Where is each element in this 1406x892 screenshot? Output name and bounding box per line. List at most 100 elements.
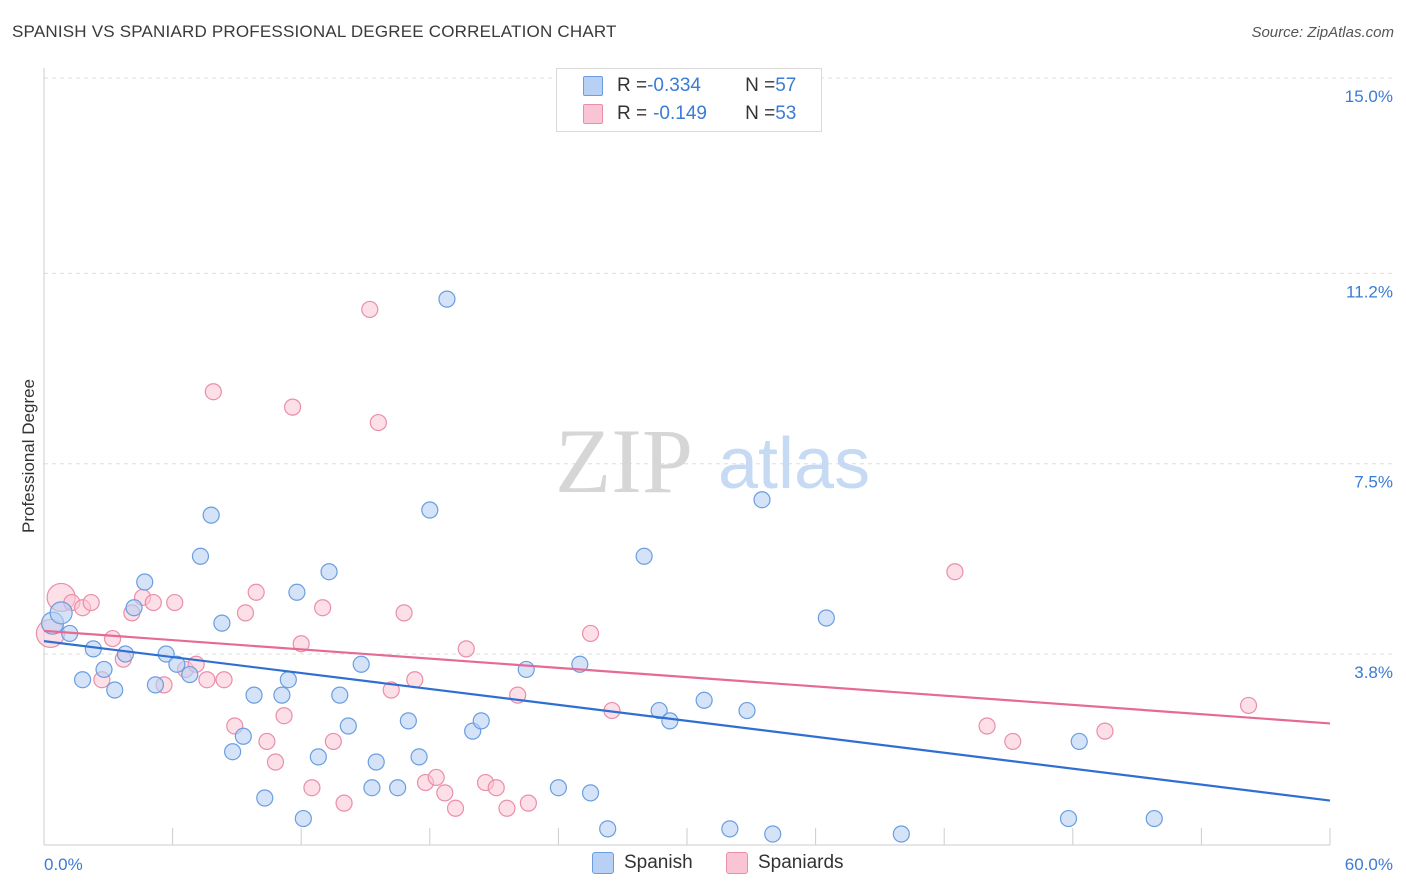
- axes: [43, 68, 1331, 846]
- point-spanish: [191, 547, 210, 565]
- point-spanish: [892, 825, 910, 843]
- point-spanish: [817, 609, 835, 627]
- point-spanish: [168, 655, 186, 673]
- point-spanish: [363, 779, 381, 797]
- point-spanish: [721, 820, 739, 838]
- stats-legend: R = -0.334 N = 57 R = -0.149 N = 53: [556, 68, 822, 132]
- point-spaniards: [314, 599, 332, 617]
- point-spanish: [695, 691, 713, 709]
- legend-swatch-spanish: [592, 852, 614, 874]
- point-spaniards: [427, 768, 445, 787]
- point-spaniards: [1239, 696, 1258, 715]
- point-spanish: [549, 779, 568, 797]
- point-spanish: [294, 809, 312, 828]
- trend-lines: [43, 629, 1331, 802]
- point-spanish: [635, 547, 653, 565]
- point-spanish: [421, 501, 439, 519]
- point-spanish: [213, 614, 231, 632]
- point-spanish: [1070, 732, 1088, 751]
- point-spanish: [288, 583, 306, 601]
- point-spanish: [331, 686, 349, 704]
- point-spaniards: [369, 413, 387, 432]
- point-spaniards: [204, 383, 222, 401]
- r-label: R =: [617, 75, 648, 96]
- n-label: N =: [745, 103, 776, 124]
- point-spaniards: [292, 635, 310, 653]
- point-spaniards: [457, 640, 475, 658]
- point-spanish: [753, 491, 771, 509]
- point-spanish: [352, 655, 370, 673]
- point-spaniards: [275, 707, 293, 725]
- point-spaniards: [436, 784, 454, 802]
- spanish-swatch: [583, 76, 603, 96]
- y-tick-label: 3.8%: [1354, 663, 1393, 682]
- point-spanish: [738, 701, 756, 720]
- series-spanish: [40, 290, 1163, 843]
- point-spaniards: [215, 671, 233, 689]
- point-spaniards: [1004, 732, 1022, 751]
- point-spanish: [49, 601, 73, 625]
- point-spaniards: [258, 732, 276, 751]
- watermark: ZIP atlas: [555, 410, 870, 512]
- point-spaniards: [1096, 722, 1114, 740]
- n-value: 53: [775, 103, 797, 124]
- stats-row-spanish: R = -0.334 N = 57: [557, 72, 796, 100]
- point-spanish: [273, 686, 291, 704]
- point-spaniards: [361, 300, 379, 319]
- point-spanish: [438, 290, 456, 308]
- point-spanish: [256, 789, 274, 807]
- point-spanish: [106, 681, 124, 699]
- point-spaniards: [303, 779, 321, 797]
- y-tick-label: 11.2%: [1346, 282, 1393, 301]
- point-spaniards: [487, 779, 505, 797]
- point-spanish: [389, 779, 407, 797]
- point-spaniards: [395, 604, 413, 622]
- legend-item-spanish: Spanish: [592, 852, 693, 874]
- point-spaniards: [247, 583, 265, 601]
- point-spaniards: [82, 593, 100, 612]
- point-spaniards: [946, 563, 964, 581]
- point-spanish: [202, 506, 220, 524]
- legend-label-spanish: Spanish: [624, 852, 693, 873]
- legend-item-spaniards: Spaniards: [726, 852, 844, 874]
- point-spaniards: [266, 753, 285, 771]
- r-value: -0.149: [653, 103, 707, 124]
- point-spanish: [125, 599, 143, 617]
- point-spanish: [661, 712, 679, 730]
- n-value: 57: [775, 75, 797, 96]
- point-spaniards: [103, 629, 122, 648]
- point-spanish: [1059, 809, 1078, 828]
- source-label: Source: ZipAtlas.com: [1251, 24, 1394, 41]
- point-spaniards: [198, 671, 216, 689]
- point-spanish: [309, 748, 327, 766]
- point-spaniards: [519, 794, 537, 812]
- legend-swatch-spaniards: [726, 852, 748, 874]
- point-spanish: [399, 712, 417, 730]
- point-spanish: [650, 701, 668, 720]
- grid: [44, 77, 1392, 655]
- point-spanish: [245, 686, 263, 704]
- point-spaniards: [446, 799, 465, 817]
- point-spanish: [116, 645, 135, 663]
- legend-label-spaniards: Spaniards: [758, 852, 844, 873]
- watermark-atlas: atlas: [718, 424, 870, 504]
- tick-labels: 3.8% 7.5% 11.2% 15.0% 0.0% 60.0%: [44, 87, 1393, 874]
- point-spanish: [599, 820, 617, 838]
- y-axis-title: Professional Degree: [19, 379, 38, 533]
- x-tick-label: 60.0%: [1345, 855, 1393, 874]
- x-tick-label: 0.0%: [44, 855, 83, 874]
- point-spaniards: [382, 681, 400, 699]
- point-spanish: [157, 645, 175, 663]
- point-spanish: [279, 671, 297, 689]
- trend-line-spaniards: [43, 629, 1331, 725]
- point-spanish: [73, 671, 92, 689]
- point-spaniards: [284, 398, 302, 416]
- point-spanish: [95, 660, 113, 679]
- point-spaniards: [978, 717, 996, 735]
- r-label: R =: [617, 103, 648, 124]
- point-spanish: [146, 676, 165, 694]
- point-spanish: [472, 712, 490, 730]
- bottom-legend: Spanish Spaniards: [0, 852, 1406, 878]
- point-spaniards: [166, 593, 184, 612]
